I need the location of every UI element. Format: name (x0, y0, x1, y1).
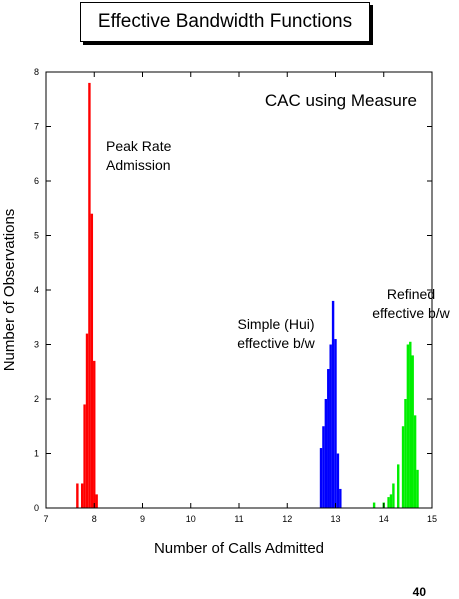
simple-bar (322, 426, 325, 508)
peak-bar (90, 213, 94, 508)
simple-bar (329, 344, 332, 508)
refined-bar (372, 502, 376, 508)
simple-bar (339, 488, 342, 508)
bars-group (76, 82, 419, 509)
y-tick-label: 0 (34, 503, 39, 513)
simple-series-label: Simple (Hui) (237, 316, 314, 332)
simple-bar (327, 369, 330, 508)
peak-bar (76, 483, 79, 508)
x-tick-label: 13 (330, 514, 340, 524)
y-tick-label: 5 (34, 231, 39, 241)
refined-bar (389, 494, 393, 508)
x-tick-label: 7 (43, 514, 48, 524)
peak-bar (93, 360, 96, 508)
y-tick-label: 6 (34, 176, 39, 186)
peak-bar (95, 494, 98, 508)
refined-bar (413, 415, 417, 508)
simple-bar (334, 339, 337, 508)
refined-series-label: Refined (387, 286, 435, 302)
refined-bar (411, 355, 414, 508)
y-tick-label: 3 (34, 340, 39, 350)
simple-bar (319, 448, 323, 508)
simple-bar (324, 399, 328, 508)
refined-bar (416, 469, 419, 508)
y-axis-label: Number of Observations (1, 209, 18, 372)
labels-group: Number of Calls Admitted Number of Observ… (1, 91, 451, 557)
refined-bar (387, 497, 390, 508)
refined-series-label: effective b/w (372, 305, 450, 321)
y-tick-label: 1 (34, 449, 39, 459)
slide-title: Effective Bandwidth Functions (97, 11, 353, 32)
simple-series-label: effective b/w (237, 335, 315, 351)
page-number: 40 (412, 585, 426, 599)
y-tick-label: 7 (34, 122, 39, 132)
peak-bar (83, 404, 86, 508)
refined-bar (406, 344, 410, 508)
x-tick-label: 12 (282, 514, 292, 524)
y-tick-label: 8 (34, 67, 39, 77)
peak-series-label: Admission (106, 157, 171, 173)
x-tick-label: 10 (186, 514, 196, 524)
refined-bar (404, 399, 407, 508)
peak-bar (85, 333, 89, 508)
refined-bar (392, 483, 395, 508)
plot-frame (45, 71, 433, 509)
simple-bar (336, 453, 340, 508)
peak-series-label: Peak Rate (106, 138, 172, 154)
title-box: Effective Bandwidth Functions (80, 2, 370, 42)
x-tick-label: 8 (92, 514, 97, 524)
refined-bar (401, 426, 405, 508)
x-tick-label: 11 (234, 514, 243, 524)
x-axis-label: Number of Calls Admitted (154, 540, 324, 557)
y-tick-label: 4 (34, 285, 39, 295)
x-tick-label: 9 (140, 514, 145, 524)
refined-bar (397, 464, 400, 508)
x-tick-label: 15 (427, 514, 437, 524)
peak-bar (80, 483, 84, 508)
x-tick-label: 14 (379, 514, 389, 524)
chart-title: CAC using Measure (265, 91, 417, 110)
simple-bar (331, 300, 335, 508)
y-tick-label: 2 (34, 394, 39, 404)
refined-bar (409, 341, 412, 508)
peak-bar (88, 82, 91, 509)
